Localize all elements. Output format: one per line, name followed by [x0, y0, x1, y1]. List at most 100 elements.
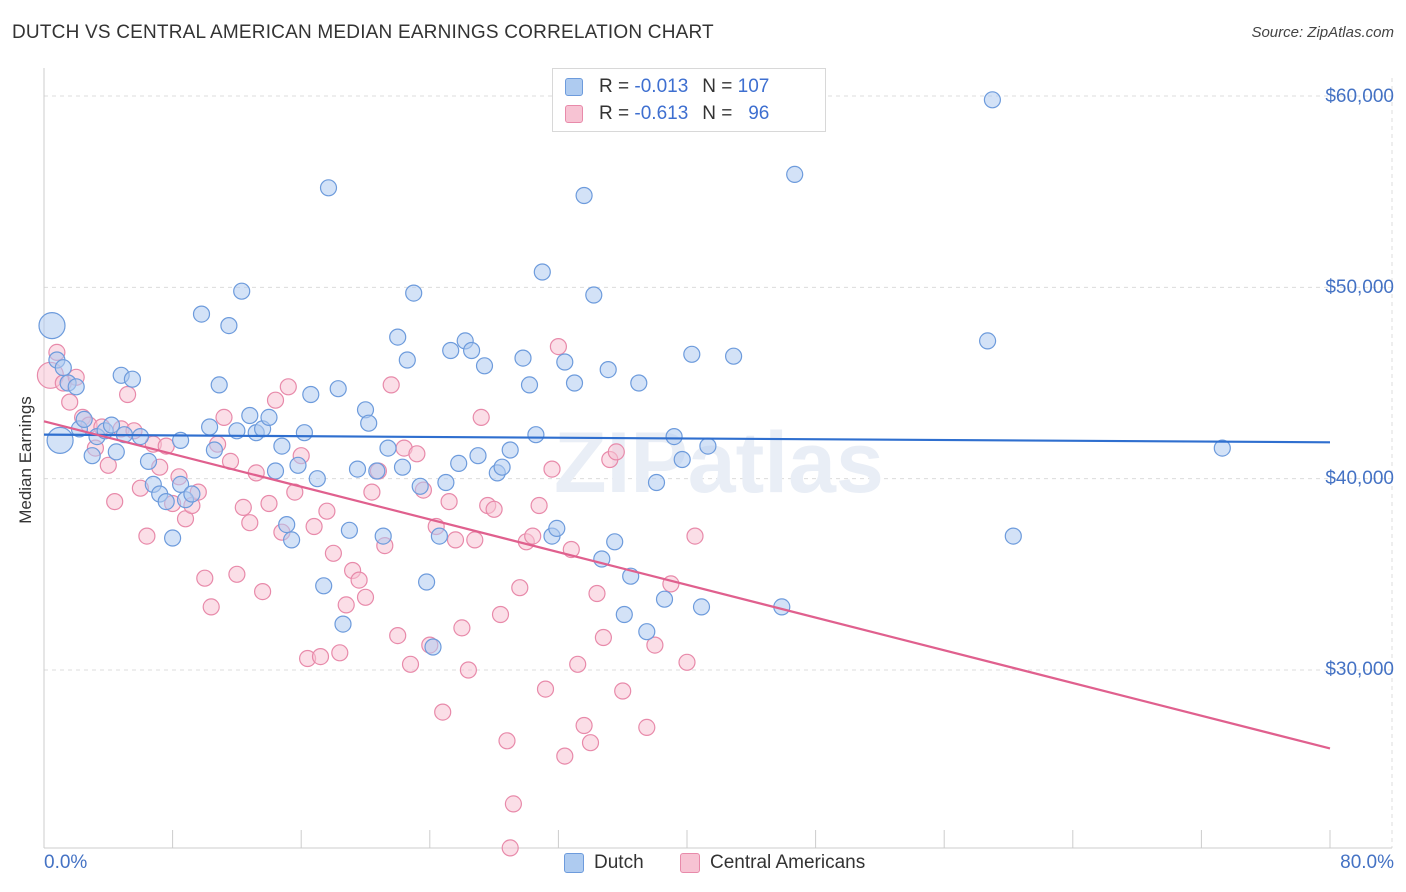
dutch-point — [978, 332, 997, 350]
dutch-point — [389, 328, 407, 346]
dutch-point — [655, 590, 674, 608]
central-americans-point — [594, 628, 613, 647]
dutch-point — [273, 437, 291, 455]
central-americans-point — [549, 338, 568, 356]
dutch-point — [638, 623, 656, 641]
central-americans-point — [337, 596, 355, 614]
dutch-point — [192, 305, 211, 323]
dutch-point — [469, 447, 487, 465]
dutch-point — [418, 573, 436, 591]
central-americans-point — [556, 747, 574, 765]
central-americans-point — [363, 483, 381, 501]
central-americans-point — [686, 527, 704, 545]
y-axis-label: Median Earnings — [16, 396, 35, 524]
dutch-point — [131, 428, 149, 446]
central-americans-point — [453, 619, 471, 637]
central-americans-point — [138, 527, 156, 545]
central-americans-point — [530, 496, 548, 515]
dutch-point — [379, 439, 397, 457]
central-americans-point — [581, 734, 600, 752]
central-americans-point — [382, 376, 400, 394]
central-americans-point — [543, 460, 561, 478]
dutch-point — [442, 341, 460, 360]
dutch-point — [201, 418, 219, 436]
dutch-point — [374, 527, 392, 545]
central-americans-point — [459, 661, 477, 679]
dutch-point — [302, 385, 320, 404]
dutch-point — [348, 460, 367, 478]
dutch-point — [475, 357, 494, 375]
central-americans-point — [196, 569, 214, 587]
dutch-point — [463, 341, 481, 360]
dutch-point — [340, 521, 358, 539]
dutch-point — [46, 426, 74, 454]
dutch-point — [260, 408, 278, 426]
ca-r-value: -0.613 — [634, 103, 689, 124]
dutch-point — [67, 378, 85, 396]
dutch-point — [424, 638, 442, 656]
x-tick-label-max: 80.0% — [1340, 852, 1394, 873]
central-americans-point — [389, 626, 407, 645]
central-americans-point — [511, 579, 529, 597]
dutch-point — [123, 370, 141, 388]
dutch-point — [295, 424, 313, 442]
central-americans-point — [311, 647, 330, 666]
dutch-point — [83, 447, 101, 465]
dutch-point — [398, 351, 416, 369]
dutch-point — [450, 454, 468, 472]
x-tick-label-min: 0.0% — [44, 852, 88, 873]
central-americans-point — [440, 493, 458, 511]
central-americans-point — [588, 584, 606, 603]
dutch-point — [75, 410, 93, 428]
legend-row-central-americans: R = -0.613 N = 96 — [565, 101, 769, 127]
central-americans-point — [279, 378, 297, 396]
dutch-point — [241, 406, 259, 425]
dutch-point — [527, 426, 545, 444]
dutch-point — [430, 527, 448, 545]
central-americans-point — [106, 493, 124, 511]
dutch-point — [360, 414, 378, 432]
dutch-point — [606, 533, 624, 551]
dutch-point — [107, 443, 125, 461]
dutch-point — [205, 441, 223, 459]
dutch-point — [283, 531, 301, 549]
central-americans-point — [266, 391, 285, 409]
dutch-point — [157, 493, 175, 511]
central-americans-point — [408, 445, 426, 463]
central-americans-point — [99, 456, 117, 474]
dutch-point — [630, 374, 648, 392]
central-americans-point — [215, 408, 233, 426]
dutch-point — [329, 380, 347, 398]
dutch-point — [548, 519, 566, 538]
central-americans-point — [350, 571, 368, 589]
ca-n-value: 96 — [748, 103, 770, 124]
dutch-point — [172, 475, 190, 493]
dutch-point — [585, 286, 603, 304]
central-americans-point — [472, 408, 490, 426]
dutch-trend-line — [43, 433, 1331, 444]
dutch-point — [289, 456, 307, 474]
dutch-point — [565, 374, 584, 392]
dutch-point — [210, 376, 228, 394]
dutch-point — [308, 470, 326, 488]
central-americans-point — [466, 531, 484, 549]
source-label: Source: ZipAtlas.com — [1251, 24, 1394, 41]
stats-legend: R = -0.013 N = 107 R = -0.613 N = 96 — [552, 68, 826, 132]
central-americans-point — [646, 636, 664, 654]
dutch-point — [102, 416, 121, 434]
central-americans-point — [524, 527, 542, 545]
central-americans-point — [331, 644, 349, 662]
central-americans-point — [434, 703, 452, 721]
central-americans-point — [241, 514, 259, 532]
dutch-point — [983, 91, 1002, 109]
dutch-point — [647, 473, 666, 492]
dutch-point — [334, 615, 352, 633]
dutch-point — [315, 577, 333, 595]
dutch-point — [1213, 439, 1231, 457]
dutch-point — [139, 452, 158, 470]
dutch-point — [493, 458, 511, 476]
axis-layer — [43, 68, 1392, 849]
dutch-point — [164, 529, 182, 547]
y-tick-label-40000: $40,000 — [1325, 468, 1394, 489]
